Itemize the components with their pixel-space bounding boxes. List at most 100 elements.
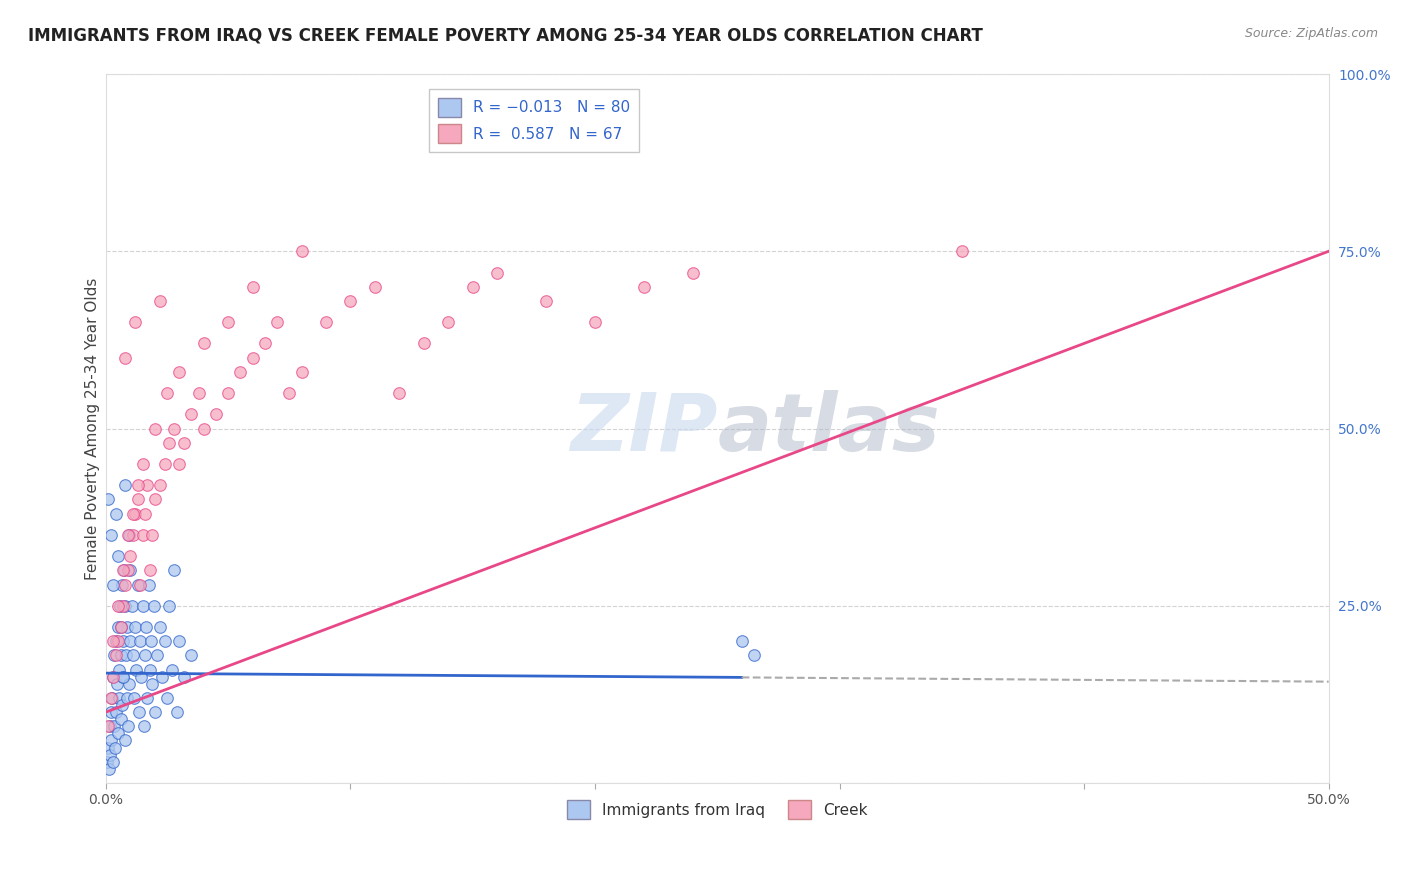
Point <box>117 719 139 733</box>
Point <box>167 457 190 471</box>
Point <box>149 293 172 308</box>
Point <box>173 670 195 684</box>
Point <box>118 634 141 648</box>
Point <box>127 577 149 591</box>
Point <box>129 577 152 591</box>
Point <box>121 599 143 613</box>
Point <box>149 620 172 634</box>
Point <box>143 421 166 435</box>
Point <box>141 677 163 691</box>
Point <box>163 563 186 577</box>
Point <box>108 663 131 677</box>
Point <box>136 690 159 705</box>
Point <box>103 634 125 648</box>
Point <box>112 563 135 577</box>
Point <box>187 386 209 401</box>
Point <box>117 620 139 634</box>
Point <box>115 690 138 705</box>
Y-axis label: Female Poverty Among 25-34 Year Olds: Female Poverty Among 25-34 Year Olds <box>86 277 100 580</box>
Point <box>364 279 387 293</box>
Point <box>108 599 131 613</box>
Point <box>534 293 557 308</box>
Point <box>111 577 134 591</box>
Point <box>682 266 704 280</box>
Point <box>117 528 139 542</box>
Point <box>146 648 169 663</box>
Point <box>111 599 134 613</box>
Point <box>159 435 181 450</box>
Point <box>461 279 484 293</box>
Point <box>120 563 142 577</box>
Point <box>97 740 120 755</box>
Point <box>141 528 163 542</box>
Point <box>98 719 121 733</box>
Point <box>412 336 434 351</box>
Point <box>110 620 132 634</box>
Text: ZIP: ZIP <box>569 390 717 467</box>
Point <box>104 648 127 663</box>
Point <box>114 599 136 613</box>
Point <box>180 408 202 422</box>
Point <box>131 670 153 684</box>
Point <box>278 386 301 401</box>
Point <box>100 690 122 705</box>
Point <box>104 740 127 755</box>
Point <box>153 634 176 648</box>
Point <box>583 315 606 329</box>
Point <box>127 492 149 507</box>
Text: Source: ZipAtlas.com: Source: ZipAtlas.com <box>1244 27 1378 40</box>
Point <box>131 457 153 471</box>
Point <box>131 528 153 542</box>
Point <box>266 315 288 329</box>
Text: atlas: atlas <box>717 390 941 467</box>
Legend: Immigrants from Iraq, Creek: Immigrants from Iraq, Creek <box>561 794 873 825</box>
Point <box>242 351 264 365</box>
Point <box>290 365 312 379</box>
Point <box>101 690 124 705</box>
Point <box>290 244 312 259</box>
Point <box>107 549 129 563</box>
Point <box>107 620 129 634</box>
Point <box>100 528 122 542</box>
Point <box>96 755 118 769</box>
Point <box>103 577 125 591</box>
Point <box>103 670 125 684</box>
Point <box>97 719 120 733</box>
Point <box>193 336 215 351</box>
Point <box>110 712 132 726</box>
Point <box>134 648 156 663</box>
Point <box>97 492 120 507</box>
Point <box>217 315 239 329</box>
Point <box>253 336 276 351</box>
Point <box>388 386 411 401</box>
Point <box>103 719 125 733</box>
Point <box>139 563 162 577</box>
Point <box>118 677 141 691</box>
Point <box>111 698 134 712</box>
Point <box>217 386 239 401</box>
Point <box>163 421 186 435</box>
Point <box>114 577 136 591</box>
Point <box>122 690 145 705</box>
Point <box>731 634 754 648</box>
Point <box>437 315 460 329</box>
Point <box>115 648 138 663</box>
Point <box>114 351 136 365</box>
Point <box>105 677 128 691</box>
Point <box>124 507 146 521</box>
Point <box>107 690 129 705</box>
Point <box>98 747 121 762</box>
Point <box>136 478 159 492</box>
Point <box>120 549 142 563</box>
Point <box>110 648 132 663</box>
Point <box>166 705 188 719</box>
Point <box>125 663 148 677</box>
Point <box>315 315 337 329</box>
Point <box>143 492 166 507</box>
Point <box>100 705 122 719</box>
Point <box>139 663 162 677</box>
Point <box>242 279 264 293</box>
Point <box>950 244 973 259</box>
Point <box>129 634 152 648</box>
Text: IMMIGRANTS FROM IRAQ VS CREEK FEMALE POVERTY AMONG 25-34 YEAR OLDS CORRELATION C: IMMIGRANTS FROM IRAQ VS CREEK FEMALE POV… <box>28 27 983 45</box>
